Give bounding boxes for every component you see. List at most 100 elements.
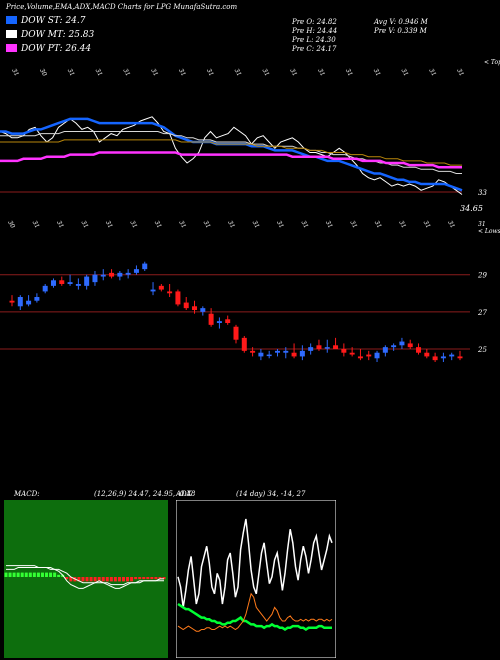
- candle-body: [291, 352, 297, 357]
- macd-histogram-bar: [85, 577, 89, 582]
- candle-body: [208, 313, 214, 325]
- price-date-label: 31: [226, 220, 236, 230]
- candle-body: [92, 274, 98, 283]
- candle-body: [142, 263, 148, 270]
- price-date-label: 31: [422, 220, 432, 230]
- macd-histogram-bar: [24, 572, 28, 577]
- candle-body: [225, 319, 231, 323]
- adx-background: [176, 500, 336, 658]
- macd-histogram-bar: [36, 572, 40, 577]
- ema-date-label: 31: [288, 68, 298, 78]
- price-date-label: 31: [348, 220, 358, 230]
- candle-body: [424, 352, 430, 357]
- macd-histogram-bar: [134, 577, 138, 580]
- macd-histogram-bar: [8, 572, 12, 577]
- candle-body: [283, 350, 289, 353]
- price-date-label: 31: [31, 220, 41, 230]
- candle-body: [407, 343, 413, 348]
- price-date-label: 31: [324, 220, 334, 230]
- ema-date-label: 31: [427, 68, 437, 78]
- stat-avg-volume: Avg V: 0.946 M: [374, 18, 428, 26]
- ema-date-label: 31: [205, 68, 215, 78]
- candle-body: [150, 289, 156, 292]
- candle-body: [316, 345, 322, 349]
- legend-dow-pt: DOW PT: 26.44: [6, 44, 91, 54]
- price-date-label: 31: [177, 220, 187, 230]
- macd-histogram-bar: [142, 577, 146, 580]
- candle-body: [341, 349, 347, 353]
- candle-body: [117, 272, 123, 277]
- candle-body: [432, 356, 438, 361]
- macd-params: (12,26,9) 24.47, 24.95, -0.48: [94, 490, 196, 498]
- macd-histogram-bar: [4, 572, 8, 577]
- candle-body: [125, 272, 131, 275]
- price-date-label: 30: [6, 220, 16, 230]
- macd-histogram-bar: [16, 572, 20, 577]
- candle-body: [241, 337, 247, 351]
- candle-body: [233, 326, 239, 340]
- ema-line-grey: [0, 131, 462, 174]
- macd-histogram-bar: [69, 577, 73, 582]
- candle-body: [274, 350, 280, 353]
- candle-body: [308, 347, 314, 351]
- legend-dow-st: DOW ST: 24.7: [6, 16, 86, 26]
- candle-body: [324, 347, 330, 349]
- macd-histogram-bar: [158, 577, 162, 580]
- candle-body: [449, 354, 455, 357]
- chart-title: Price,Volume,EMA,ADX,MACD Charts for LPG…: [6, 3, 238, 11]
- macd-histogram-bar: [138, 577, 142, 580]
- macd-histogram-bar: [146, 577, 150, 580]
- macd-histogram-bar: [126, 577, 130, 582]
- macd-histogram-bar: [57, 574, 61, 577]
- macd-histogram-bar: [105, 577, 109, 582]
- candle-body: [17, 297, 23, 307]
- ema-date-label: 31: [455, 68, 465, 78]
- macd-histogram-bar: [45, 572, 49, 577]
- price-top-label: 31: [478, 221, 486, 228]
- legend-swatch-icon: [6, 44, 17, 52]
- macd-histogram-bar: [20, 572, 24, 577]
- macd-histogram-bar: [77, 577, 81, 582]
- candle-body: [216, 321, 222, 323]
- ema-date-label: 30: [38, 68, 48, 78]
- adx-line: [177, 518, 333, 608]
- ema-date-label: 31: [344, 68, 354, 78]
- ema-date-label: 31: [149, 68, 159, 78]
- candle-body: [200, 308, 206, 312]
- price-date-label: 31: [446, 220, 456, 230]
- candle-body: [374, 352, 380, 359]
- ema-line-gold: [0, 139, 462, 166]
- price-date-label: 31: [128, 220, 138, 230]
- macd-histogram-bar: [109, 577, 113, 582]
- candle-body: [100, 274, 106, 277]
- candle-body: [250, 350, 256, 353]
- ema-date-label: 31: [400, 68, 410, 78]
- price-date-label: 31: [251, 220, 261, 230]
- candle-body: [258, 352, 264, 357]
- ema-date-label: 31: [122, 68, 132, 78]
- main-chart: 31 30 31 31 31 31 31 31 31 31 31 31 31 31 31 31 31 < Tops…: [0, 59, 500, 362]
- candle-body: [167, 291, 173, 294]
- price-date-label: 31: [202, 220, 212, 230]
- price-date-label: 31: [55, 220, 65, 230]
- price-level-label: 27: [477, 309, 487, 317]
- ema-date-label: 31: [94, 68, 104, 78]
- ema-top-label: < Tops: [484, 59, 500, 66]
- adx-title: ADX: [176, 490, 192, 498]
- macd-signal-line: [6, 567, 164, 586]
- candle-body: [75, 284, 81, 286]
- stat-pre-high: Pre H: 24.44: [292, 27, 338, 35]
- minus-di-line: [177, 592, 333, 632]
- ema-last-price-label: 34.65: [460, 204, 483, 213]
- ema-date-label: 31: [177, 68, 187, 78]
- macd-histogram-bar: [28, 572, 32, 577]
- candle-body: [299, 350, 305, 357]
- candle-body: [366, 354, 372, 357]
- candle-body: [50, 280, 56, 286]
- macd-histogram-bar: [101, 577, 105, 582]
- candle-body: [192, 306, 198, 310]
- candle-body: [399, 341, 405, 346]
- price-level-label: 25: [477, 346, 487, 354]
- ema-date-label: 31: [233, 68, 243, 78]
- macd-histogram-bar: [49, 572, 53, 577]
